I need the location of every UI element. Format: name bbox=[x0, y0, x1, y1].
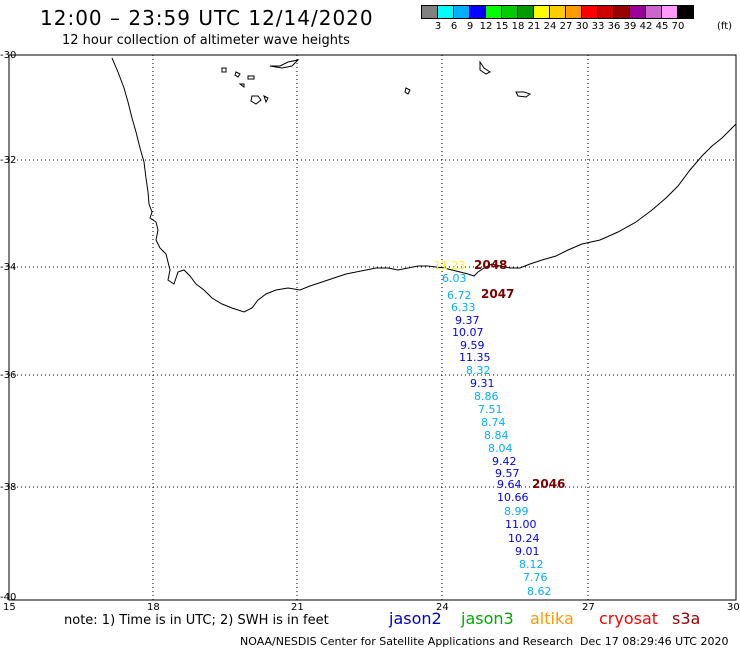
wave-height-label: 8.86 bbox=[474, 390, 499, 403]
legend-label: 33 bbox=[591, 21, 605, 32]
wave-height-label: 6.72 bbox=[447, 289, 472, 302]
legend-label: 15 bbox=[495, 21, 509, 32]
lat-label: -34 bbox=[0, 262, 17, 273]
legend-label: 3 bbox=[434, 21, 442, 32]
wave-height-label: 9.59 bbox=[460, 339, 485, 352]
legend-label: 45 bbox=[655, 21, 669, 32]
legend-label: 9 bbox=[466, 21, 474, 32]
wave-height-label: 8.99 bbox=[504, 505, 529, 518]
satellite-altika: altika bbox=[530, 609, 574, 628]
wave-height-label: 11.35 bbox=[459, 351, 491, 364]
legend-label: 27 bbox=[559, 21, 573, 32]
wave-height-label: 9.42 bbox=[492, 455, 517, 468]
lon-label: 21 bbox=[291, 602, 304, 613]
pass-time-label: 2048 bbox=[474, 258, 508, 272]
wave-height-label: 8.62 bbox=[527, 585, 552, 598]
wave-height-label: 7.51 bbox=[478, 403, 503, 416]
wave-height-label: 10.07 bbox=[452, 326, 484, 339]
legend-label: 6 bbox=[450, 21, 458, 32]
lon-label: 18 bbox=[147, 602, 160, 613]
legend-swatch bbox=[677, 5, 694, 19]
lat-label: -32 bbox=[0, 155, 17, 166]
wave-height-label: 11.23 bbox=[434, 259, 466, 272]
legend-label: 24 bbox=[543, 21, 557, 32]
footer-note: note: 1) Time is in UTC; 2) SWH is in fe… bbox=[64, 613, 329, 628]
satellite-s3a: s3a bbox=[672, 609, 701, 628]
legend-label: 30 bbox=[575, 21, 589, 32]
wave-height-label: 8.84 bbox=[484, 429, 509, 442]
credit-text: NOAA/NESDIS Center for Satellite Applica… bbox=[240, 635, 574, 648]
wave-height-label: 7.76 bbox=[523, 571, 548, 584]
satellite-jason3: jason3 bbox=[461, 609, 514, 628]
lat-label: -40 bbox=[0, 592, 17, 603]
timestamp-text: Dec 17 08:29:46 UTC 2020 bbox=[580, 635, 729, 648]
page-title: 12:00 – 23:59 UTC 12/14/2020 bbox=[40, 6, 374, 30]
lat-label: -30 bbox=[0, 50, 17, 61]
legend-label: 39 bbox=[623, 21, 637, 32]
satellite-jason2: jason2 bbox=[389, 609, 442, 628]
wave-height-label: 9.57 bbox=[495, 467, 520, 480]
wave-height-label: 8.32 bbox=[466, 364, 491, 377]
legend-label: 21 bbox=[527, 21, 541, 32]
wave-height-label: 6.33 bbox=[451, 301, 476, 314]
coastline bbox=[111, 57, 737, 313]
lon-label: 24 bbox=[436, 602, 449, 613]
lon-label: 15 bbox=[3, 602, 16, 613]
legend-labels: 3 6 9 12 15 18 21 24 27 30 33 36 39 42 45 70 bbox=[421, 19, 693, 33]
wave-height-label: 9.37 bbox=[455, 314, 480, 327]
pass-time-label: 2047 bbox=[481, 287, 515, 301]
wave-height-label: 10.24 bbox=[508, 532, 540, 545]
lon-label: 27 bbox=[582, 602, 595, 613]
legend-swatches bbox=[421, 5, 694, 19]
map-gridlines bbox=[9, 55, 736, 600]
map-frame bbox=[8, 54, 737, 601]
legend-label: 42 bbox=[639, 21, 653, 32]
wave-height-label: 8.12 bbox=[519, 558, 544, 571]
wave-height-label: 9.31 bbox=[470, 377, 495, 390]
legend-unit: (ft) bbox=[717, 21, 733, 32]
wave-height-label: 9.01 bbox=[515, 545, 540, 558]
satellite-cryosat: cryosat bbox=[599, 609, 659, 628]
pass-time-label: 2046 bbox=[532, 477, 566, 491]
wave-height-label: 6.03 bbox=[442, 272, 467, 285]
wave-height-label: 8.74 bbox=[481, 416, 506, 429]
legend-label: 36 bbox=[607, 21, 621, 32]
legend-label: 18 bbox=[511, 21, 525, 32]
legend-label: 70 bbox=[671, 21, 685, 32]
lon-label: 30 bbox=[727, 602, 740, 613]
wave-height-label: 9.64 bbox=[497, 478, 522, 491]
wave-height-label: 11.00 bbox=[505, 518, 537, 531]
page-subtitle: 12 hour collection of altimeter wave hei… bbox=[62, 33, 350, 48]
wave-height-label: 8.04 bbox=[488, 442, 513, 455]
lat-label: -38 bbox=[0, 482, 17, 493]
color-legend: 3 6 9 12 15 18 21 24 27 30 33 36 39 42 45 70 (ft) bbox=[421, 5, 732, 33]
wave-height-label: 10.66 bbox=[497, 491, 529, 504]
legend-label: 12 bbox=[479, 21, 493, 32]
lat-label: -36 bbox=[0, 370, 17, 381]
island bbox=[221, 59, 532, 105]
